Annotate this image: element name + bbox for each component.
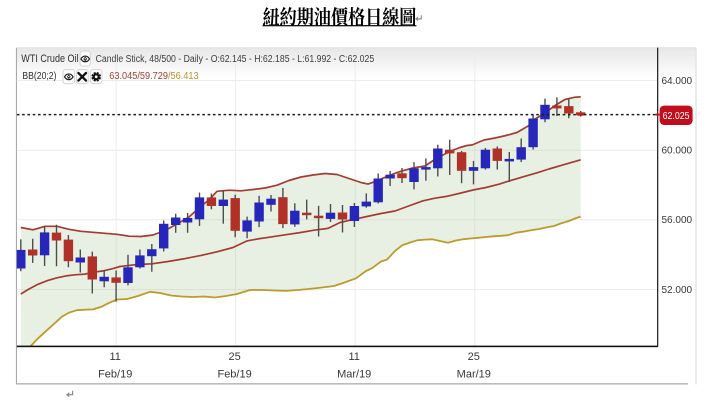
svg-text:25: 25 — [228, 351, 240, 363]
svg-text:63.045/59.729/56.413: 63.045/59.729/56.413 — [109, 71, 199, 82]
svg-text:25: 25 — [468, 351, 480, 363]
svg-text:56.000: 56.000 — [662, 215, 693, 226]
svg-text:WTI Crude Oil: WTI Crude Oil — [21, 53, 78, 65]
svg-text:11: 11 — [109, 351, 120, 363]
svg-text:Candle Stick, 48/500 - Daily -: Candle Stick, 48/500 - Daily - O:62.145 … — [96, 54, 375, 65]
svg-text:11: 11 — [348, 351, 359, 363]
svg-text:Mar/19: Mar/19 — [457, 369, 491, 381]
svg-text:64.000: 64.000 — [662, 76, 693, 87]
svg-text:62.025: 62.025 — [663, 111, 690, 122]
svg-text:52.000: 52.000 — [662, 285, 693, 296]
svg-text:Mar/19: Mar/19 — [337, 369, 371, 381]
svg-text:Feb/19: Feb/19 — [217, 369, 251, 381]
svg-text:Feb/19: Feb/19 — [98, 369, 132, 381]
svg-text:60.000: 60.000 — [662, 146, 693, 157]
svg-text:BB(20;2): BB(20;2) — [22, 71, 56, 82]
